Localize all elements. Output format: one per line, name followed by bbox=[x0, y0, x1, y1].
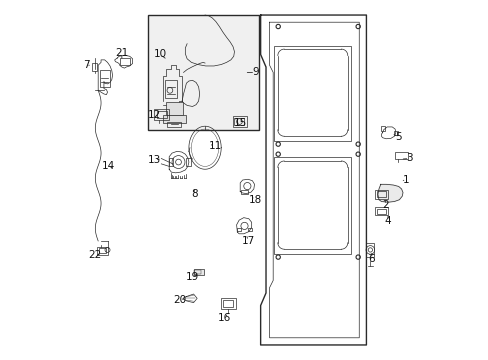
Bar bbox=[376, 192, 385, 197]
Text: 3: 3 bbox=[406, 153, 412, 163]
Bar bbox=[241, 190, 247, 194]
Text: 10: 10 bbox=[153, 49, 166, 59]
Bar bbox=[164, 80, 177, 98]
Text: 9: 9 bbox=[251, 67, 258, 77]
Text: 13: 13 bbox=[148, 155, 161, 165]
Bar bbox=[394, 131, 397, 135]
Bar bbox=[100, 69, 109, 87]
Text: 12: 12 bbox=[147, 111, 161, 121]
Bar bbox=[376, 210, 385, 214]
Bar bbox=[169, 158, 173, 166]
Bar bbox=[167, 122, 181, 127]
Bar bbox=[163, 115, 185, 123]
Bar bbox=[97, 247, 107, 255]
Bar bbox=[375, 207, 387, 215]
Text: 18: 18 bbox=[248, 195, 262, 205]
Bar bbox=[147, 15, 258, 130]
Text: 22: 22 bbox=[88, 250, 101, 260]
Text: 6: 6 bbox=[368, 254, 374, 264]
Text: 15: 15 bbox=[234, 118, 247, 128]
Bar bbox=[165, 102, 183, 116]
Text: 21: 21 bbox=[115, 48, 128, 58]
Bar bbox=[274, 45, 351, 140]
Bar bbox=[99, 248, 105, 253]
Bar bbox=[186, 158, 190, 166]
Bar bbox=[236, 228, 241, 231]
Text: 2: 2 bbox=[381, 200, 388, 210]
Bar bbox=[233, 116, 246, 127]
Text: 19: 19 bbox=[185, 272, 199, 282]
Bar bbox=[92, 63, 97, 71]
Bar bbox=[375, 190, 387, 199]
Text: 11: 11 bbox=[208, 141, 221, 151]
Bar bbox=[120, 58, 129, 64]
Bar bbox=[366, 243, 373, 257]
Bar bbox=[194, 270, 201, 274]
Text: 7: 7 bbox=[82, 60, 89, 70]
Text: 1: 1 bbox=[403, 175, 409, 185]
Polygon shape bbox=[377, 184, 402, 202]
Bar bbox=[394, 152, 407, 159]
Bar bbox=[381, 126, 384, 131]
Text: 8: 8 bbox=[191, 189, 197, 199]
Bar bbox=[154, 109, 169, 120]
Text: 16: 16 bbox=[218, 313, 231, 323]
Bar bbox=[223, 300, 233, 307]
Bar bbox=[274, 157, 351, 253]
Bar bbox=[221, 298, 235, 309]
Text: 14: 14 bbox=[102, 161, 115, 171]
Bar bbox=[234, 118, 244, 126]
Bar bbox=[193, 269, 204, 275]
Text: 4: 4 bbox=[384, 216, 390, 226]
Bar bbox=[156, 111, 166, 118]
Text: 5: 5 bbox=[395, 132, 401, 142]
Text: 17: 17 bbox=[241, 236, 254, 246]
Text: 20: 20 bbox=[173, 295, 186, 305]
Bar bbox=[247, 228, 252, 231]
